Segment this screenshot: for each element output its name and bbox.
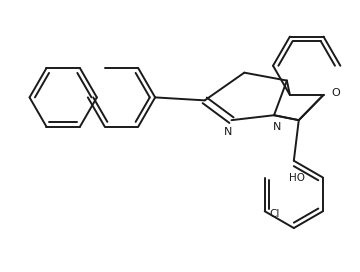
Text: HO: HO [289,172,305,183]
Text: O: O [331,88,340,98]
Text: N: N [224,127,233,137]
Text: N: N [273,122,281,132]
Text: Cl: Cl [270,209,280,219]
